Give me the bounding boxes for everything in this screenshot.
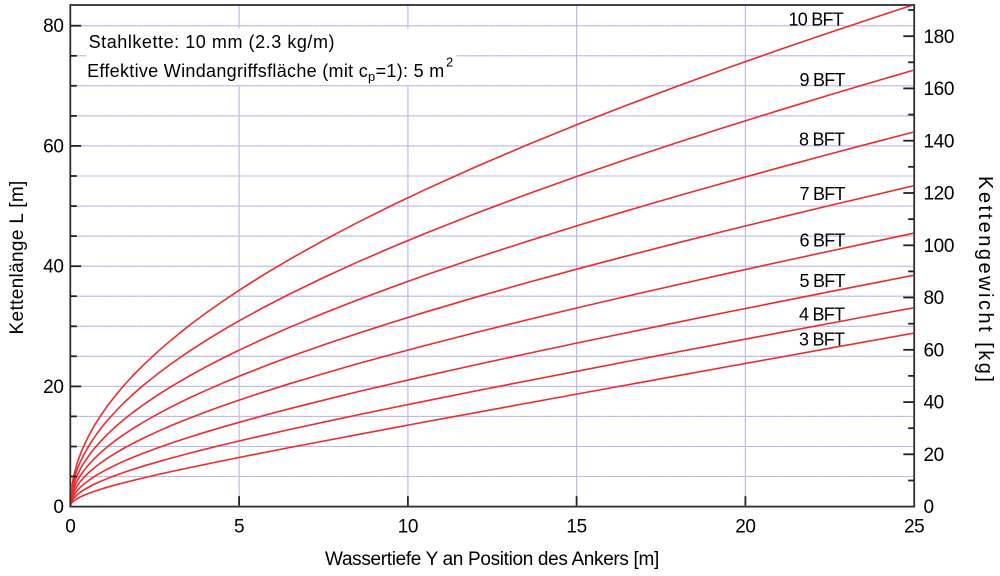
svg-text:15: 15 bbox=[566, 517, 586, 538]
svg-text:40: 40 bbox=[43, 257, 63, 278]
svg-text:20: 20 bbox=[924, 445, 944, 466]
svg-text:80: 80 bbox=[924, 288, 944, 309]
svg-text:10: 10 bbox=[398, 517, 418, 538]
svg-text:5: 5 bbox=[234, 517, 244, 538]
svg-text:20: 20 bbox=[43, 377, 63, 398]
svg-text:Kettenlänge L [m]: Kettenlänge L [m] bbox=[7, 180, 28, 334]
svg-text:5 BFT: 5 BFT bbox=[800, 271, 846, 291]
svg-text:0: 0 bbox=[924, 497, 934, 518]
svg-text:8 BFT: 8 BFT bbox=[799, 130, 845, 150]
svg-text:60: 60 bbox=[924, 340, 944, 361]
svg-text:7 BFT: 7 BFT bbox=[800, 184, 846, 204]
svg-text:4 BFT: 4 BFT bbox=[799, 304, 845, 324]
svg-text:60: 60 bbox=[43, 136, 63, 157]
svg-text:9 BFT: 9 BFT bbox=[800, 70, 846, 90]
svg-text:6 BFT: 6 BFT bbox=[800, 230, 846, 250]
svg-text:160: 160 bbox=[924, 79, 955, 100]
svg-text:0: 0 bbox=[53, 497, 63, 518]
svg-text:80: 80 bbox=[43, 16, 63, 37]
svg-text:0: 0 bbox=[65, 517, 75, 538]
svg-text:140: 140 bbox=[924, 131, 955, 152]
svg-text:25: 25 bbox=[904, 517, 924, 538]
svg-text:10 BFT: 10 BFT bbox=[789, 9, 844, 29]
svg-text:100: 100 bbox=[924, 236, 955, 257]
svg-text:Kettengewicht [kg]: Kettengewicht [kg] bbox=[974, 176, 996, 384]
svg-text:120: 120 bbox=[924, 184, 955, 205]
svg-text:20: 20 bbox=[735, 517, 755, 538]
svg-text:Wassertiefe Y an Position des: Wassertiefe Y an Position des Ankers [m] bbox=[325, 549, 659, 570]
svg-text:40: 40 bbox=[924, 393, 944, 414]
svg-text:3 BFT: 3 BFT bbox=[799, 330, 845, 350]
svg-text:Stahlkette: 10 mm (2.3 kg/m): Stahlkette: 10 mm (2.3 kg/m) bbox=[89, 32, 335, 52]
svg-text:180: 180 bbox=[924, 27, 955, 48]
